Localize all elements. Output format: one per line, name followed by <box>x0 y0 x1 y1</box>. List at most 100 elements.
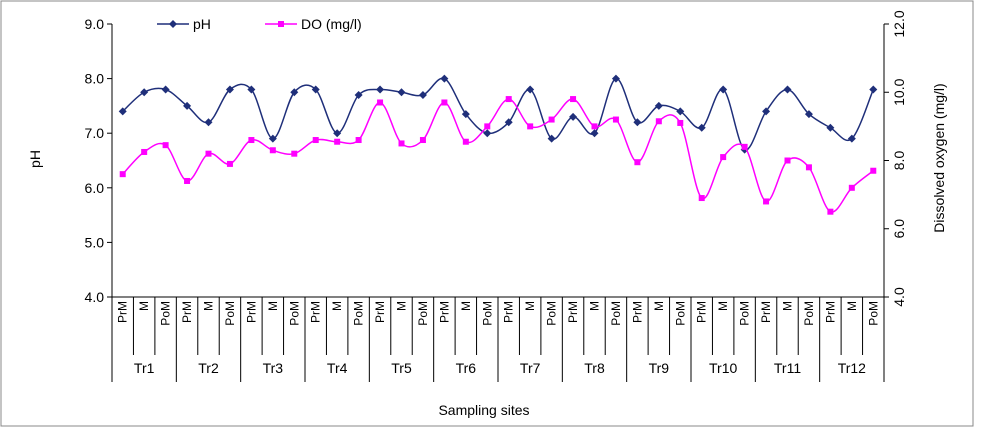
data-point-do <box>634 159 641 166</box>
data-point-do <box>784 157 791 164</box>
data-point-ph <box>676 107 685 116</box>
category-tick-label: M <box>781 301 795 311</box>
category-tick-label: PrM <box>759 301 773 323</box>
data-point-do <box>677 119 684 126</box>
data-point-ph <box>397 88 406 97</box>
category-tick-label: PoM <box>416 301 430 326</box>
data-point-do <box>141 148 148 155</box>
category-tick-label: PrM <box>244 301 258 323</box>
data-point-ph <box>590 129 599 138</box>
data-point-ph <box>526 85 535 94</box>
data-point-ph <box>697 123 706 132</box>
data-point-ph <box>804 110 813 119</box>
data-point-ph <box>440 74 449 83</box>
data-point-do <box>184 177 191 184</box>
category-tick-label: PoM <box>802 301 816 326</box>
category-tick-label: PoM <box>866 301 880 326</box>
data-point-ph <box>418 90 427 99</box>
category-tick-label: M <box>395 301 409 311</box>
y-axis-left-label: pH <box>27 150 43 168</box>
y-left-tick-label: 5.0 <box>85 234 105 250</box>
category-tick-label: PoM <box>545 301 559 326</box>
category-tick-label: M <box>716 301 730 311</box>
data-point-ph <box>333 129 342 138</box>
data-point-ph <box>869 85 878 94</box>
category-tick-label: PrM <box>566 301 580 323</box>
data-point-ph <box>504 118 513 127</box>
legend: pH DO (mg/l) <box>157 16 362 32</box>
category-tick-label: PrM <box>823 301 837 323</box>
legend-marker-ph <box>169 20 177 28</box>
y-left-tick-label: 6.0 <box>85 180 105 196</box>
data-point-ph <box>183 101 192 110</box>
group-label: Tr10 <box>709 360 737 376</box>
legend-marker-do <box>278 21 284 27</box>
category-tick-label: M <box>845 301 859 311</box>
group-label: Tr6 <box>456 360 477 376</box>
y-right-tick-label: 10.0 <box>891 78 907 105</box>
data-point-ph <box>783 85 792 94</box>
category-tick-label: PoM <box>480 301 494 326</box>
data-point-do <box>570 96 577 103</box>
group-label: Tr3 <box>263 360 284 376</box>
data-point-ph <box>762 107 771 116</box>
data-point-ph <box>118 107 127 116</box>
data-point-ph <box>826 123 835 132</box>
series-line-ph <box>122 77 874 151</box>
data-point-ph <box>354 90 363 99</box>
data-point-do <box>698 195 705 202</box>
y-left-tick-label: 8.0 <box>85 71 105 87</box>
data-point-ph <box>247 85 256 94</box>
y-right-tick-label: 6.0 <box>891 219 907 239</box>
data-point-do <box>805 164 812 171</box>
data-point-ph <box>268 134 277 143</box>
data-point-do <box>419 137 426 144</box>
data-point-ph <box>311 85 320 94</box>
data-point-ph <box>483 129 492 138</box>
data-point-ph <box>461 110 470 119</box>
data-point-do <box>527 123 534 130</box>
category-tick-label: M <box>202 301 216 311</box>
category-tick-label: M <box>266 301 280 311</box>
category-tick-label: M <box>523 301 537 311</box>
data-point-do <box>248 137 255 144</box>
category-tick-label: PoM <box>609 301 623 326</box>
data-point-ph <box>225 85 234 94</box>
category-tick-label: PrM <box>437 301 451 323</box>
data-point-do <box>291 150 298 157</box>
data-point-ph <box>719 85 728 94</box>
data-point-ph <box>654 101 663 110</box>
data-point-do <box>355 137 362 144</box>
data-point-do <box>612 116 619 123</box>
legend-label-ph: pH <box>193 16 211 32</box>
data-point-do <box>505 96 512 103</box>
data-point-ph <box>569 112 578 121</box>
group-label: Tr12 <box>838 360 866 376</box>
data-point-do <box>741 143 748 150</box>
y-axis-right-label: Dissolved oxygen (mg/l) <box>931 83 947 232</box>
data-point-do <box>462 138 469 145</box>
data-point-do <box>870 167 877 174</box>
data-point-do <box>591 123 598 130</box>
data-point-do <box>334 138 341 145</box>
data-point-do <box>548 116 555 123</box>
category-tick-label: PrM <box>309 301 323 323</box>
group-label: Tr7 <box>520 360 541 376</box>
y-right-tick-label: 4.0 <box>891 287 907 307</box>
category-tick-label: M <box>652 301 666 311</box>
data-point-do <box>205 150 212 157</box>
group-label: Tr2 <box>198 360 219 376</box>
data-point-do <box>162 142 169 149</box>
legend-label-do: DO (mg/l) <box>301 16 362 32</box>
group-label: Tr5 <box>391 360 412 376</box>
data-point-do <box>720 154 727 161</box>
data-point-ph <box>140 88 149 97</box>
category-tick-label: M <box>459 301 473 311</box>
data-point-ph <box>204 118 213 127</box>
group-label: Tr4 <box>327 360 348 376</box>
group-label: Tr8 <box>584 360 605 376</box>
